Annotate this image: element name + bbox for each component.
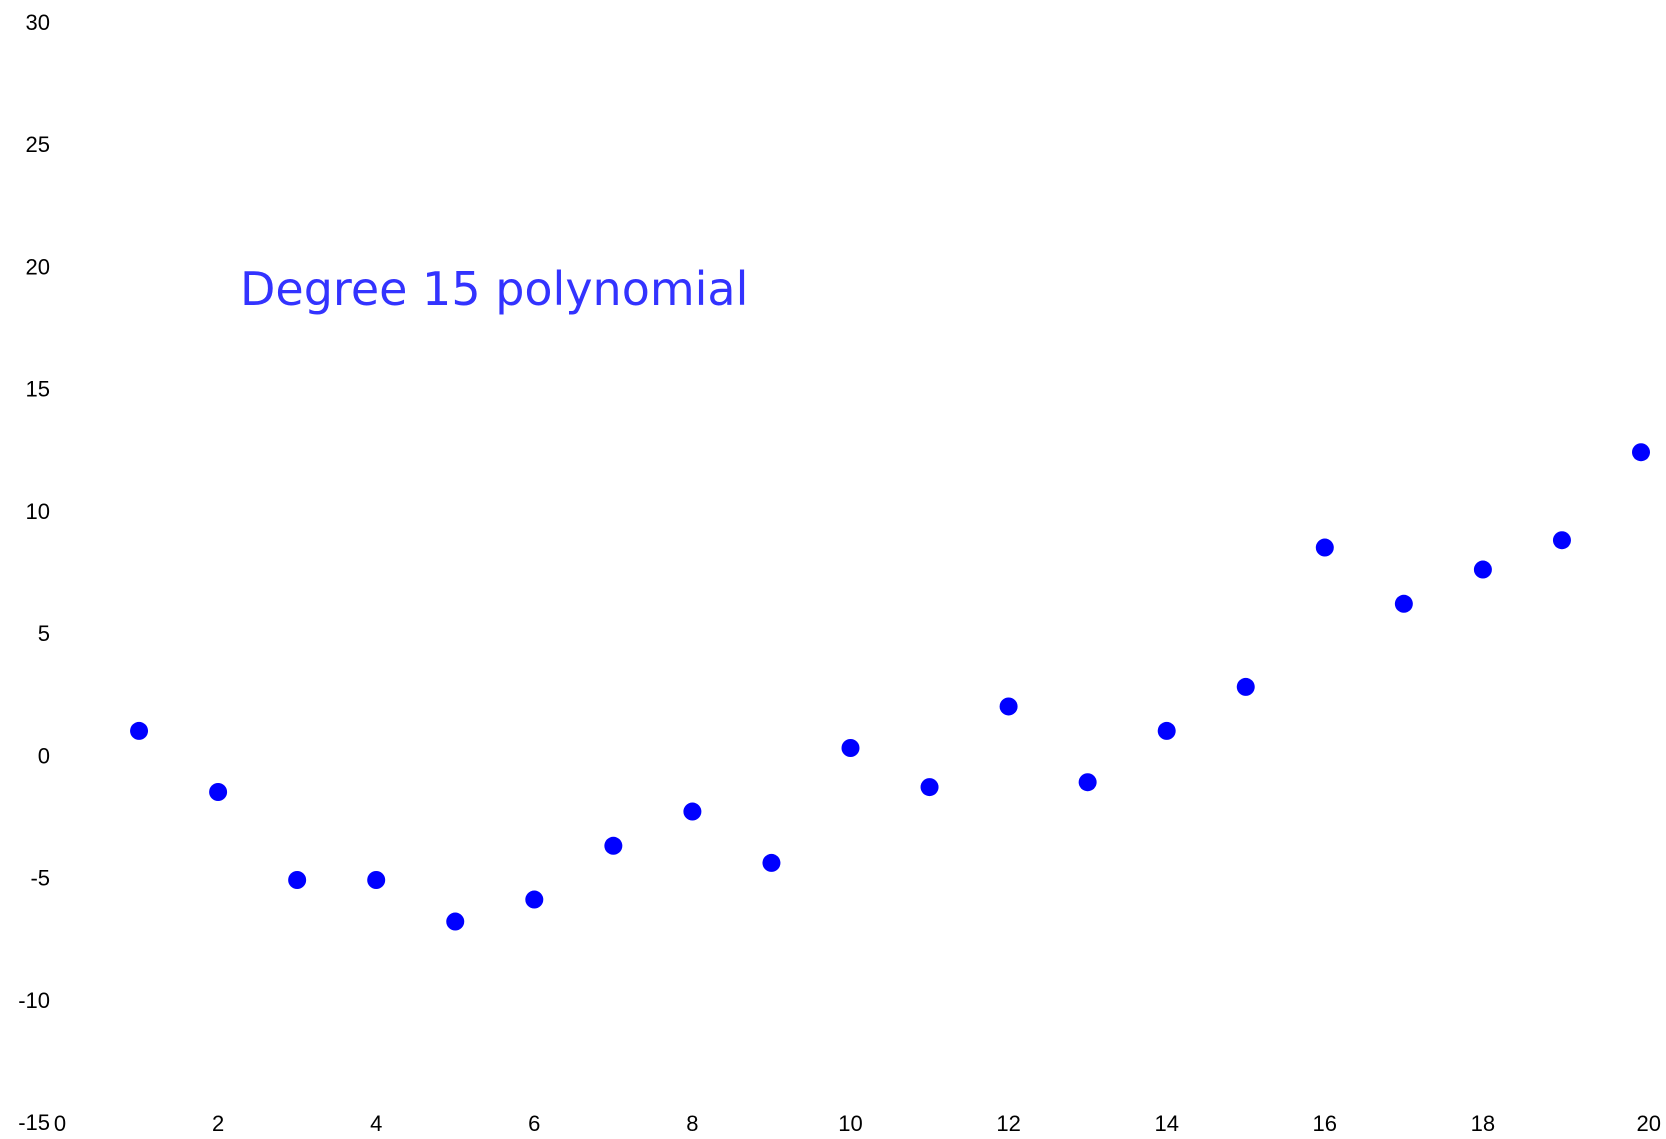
y-tick-label: 15 [26,377,50,402]
y-tick-label: 30 [26,10,50,35]
x-tick-label: 6 [528,1111,540,1136]
data-point [209,783,228,801]
data-point [1473,560,1492,579]
x-tick-label: 12 [996,1111,1020,1136]
data-point [1078,773,1097,792]
data-point [1315,538,1334,557]
x-tick-label: 0 [54,1111,66,1136]
data-points [130,443,1650,931]
data-point [525,890,544,909]
x-axis-tick-labels: 0 2 4 6 8 10 12 14 16 18 20 [54,1111,1661,1136]
data-point [920,778,939,797]
data-point [999,697,1018,716]
data-point [604,836,623,855]
data-point [1394,594,1413,613]
data-point [1236,677,1255,696]
chart-annotation: Degree 15 polynomial [240,262,748,316]
x-tick-label: 10 [838,1111,862,1136]
data-point [367,871,386,889]
x-tick-label: 4 [370,1111,382,1136]
data-point [1157,721,1176,740]
y-tick-label: 0 [38,743,50,768]
x-tick-label: 8 [686,1111,698,1136]
y-tick-label: 10 [26,499,50,524]
x-tick-label: 20 [1637,1111,1661,1136]
y-tick-label: 5 [38,621,50,646]
data-point [1552,531,1571,550]
x-tick-label: 16 [1313,1111,1337,1136]
x-tick-label: 14 [1154,1111,1178,1136]
y-tick-label: 20 [26,254,50,279]
data-point [446,912,465,931]
y-tick-label: 25 [26,132,50,157]
y-tick-label: -10 [18,988,50,1013]
data-point [762,853,781,872]
x-tick-label: 18 [1471,1111,1495,1136]
data-point [1632,443,1650,462]
y-tick-label: -5 [30,866,50,891]
data-point [841,739,860,757]
x-tick-label: 2 [212,1111,224,1136]
data-point [130,721,149,740]
y-axis-tick-labels: 30 25 20 15 10 5 0 -5 -10 -15 [18,10,50,1135]
data-point [288,871,307,889]
y-tick-label: -15 [18,1110,50,1135]
data-point [683,802,702,821]
